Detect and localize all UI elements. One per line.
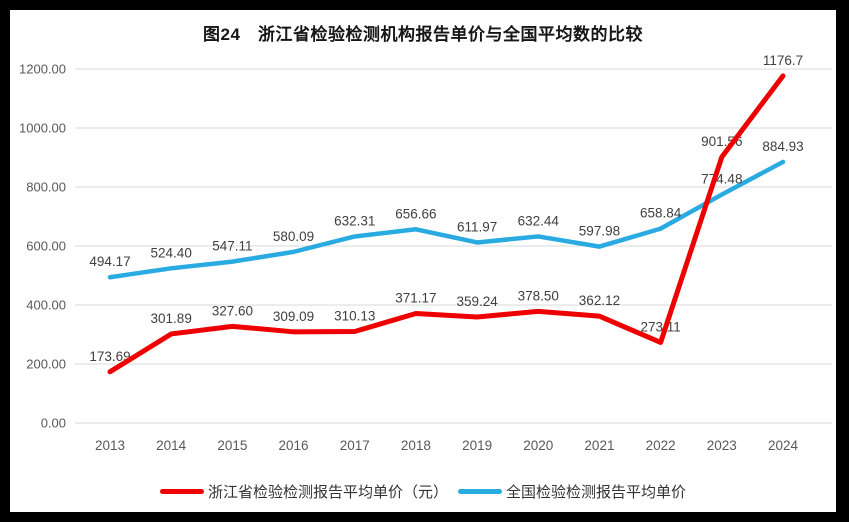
y-axis-tick-label: 400.00 xyxy=(26,298,66,313)
x-axis-tick-label: 2020 xyxy=(523,438,553,453)
national-data-label: 632.31 xyxy=(334,213,375,228)
x-axis-tick-label: 2017 xyxy=(340,438,370,453)
national-data-label: 547.11 xyxy=(212,239,252,254)
x-axis-tick-label: 2019 xyxy=(462,438,492,453)
y-axis-tick-label: 0.00 xyxy=(41,416,66,431)
national-data-label: 884.93 xyxy=(762,139,803,154)
zhejiang-data-label: 359.24 xyxy=(456,294,498,309)
national-data-label: 656.66 xyxy=(395,206,436,221)
zhejiang-data-label: 378.50 xyxy=(518,288,559,303)
zhejiang-data-label: 1176.7 xyxy=(763,53,803,68)
national-data-label: 774.48 xyxy=(701,172,742,187)
y-axis-tick-label: 1200.00 xyxy=(19,62,66,77)
national-data-label: 524.40 xyxy=(151,245,192,260)
y-axis-tick-label: 200.00 xyxy=(26,357,66,372)
x-axis-tick-label: 2016 xyxy=(279,438,309,453)
zhejiang-data-label: 327.60 xyxy=(212,303,253,318)
line-chart-plot: 0.00 200.00 400.00 600.00 800.00 1000.00 1200.… xyxy=(19,53,832,453)
national-data-label: 494.17 xyxy=(89,254,130,269)
zhejiang-series-line xyxy=(107,73,786,375)
zhejiang-data-label: 309.09 xyxy=(273,309,314,324)
national-series-line xyxy=(107,159,786,280)
x-axis-tick-label: 2014 xyxy=(156,438,187,453)
legend-line-swatch-national xyxy=(458,489,502,494)
chart-legend: 浙江省检验检测报告平均单价（元） 全国检验检测报告平均单价 xyxy=(10,481,836,502)
x-axis-tick-label: 2013 xyxy=(95,438,125,453)
legend-label-national: 全国检验检测报告平均单价 xyxy=(506,484,687,501)
x-axis-tick-label: 2024 xyxy=(768,438,799,453)
zhejiang-data-label: 301.89 xyxy=(151,311,192,326)
legend-label-zhejiang: 浙江省检验检测报告平均单价（元） xyxy=(207,484,448,501)
zhejiang-data-label: 310.13 xyxy=(334,309,375,324)
x-axis-tick-label: 2015 xyxy=(217,438,247,453)
zhejiang-data-label: 273.11 xyxy=(640,319,680,334)
y-axis-tick-label: 1000.00 xyxy=(19,121,66,136)
national-data-label: 611.97 xyxy=(457,219,497,234)
x-axis-tick-label: 2018 xyxy=(401,438,431,453)
legend-item-national: 全国检验检测报告平均单价 xyxy=(458,481,686,502)
zhejiang-data-label: 371.17 xyxy=(395,291,436,306)
x-axis-tick-label: 2023 xyxy=(707,438,737,453)
y-axis-tick-label: 800.00 xyxy=(26,180,66,195)
zhejiang-data-label: 173.69 xyxy=(89,349,130,364)
y-axis-tick-label: 600.00 xyxy=(26,239,66,254)
zhejiang-data-label: 362.12 xyxy=(579,293,620,308)
national-data-label: 658.84 xyxy=(640,206,682,221)
chart-canvas: 图24 浙江省检验检测机构报告单价与全国平均数的比较 0.00 200.00 400… xyxy=(10,10,836,512)
chart-title: 图24 浙江省检验检测机构报告单价与全国平均数的比较 xyxy=(203,25,643,44)
x-axis-tick-label: 2022 xyxy=(646,438,676,453)
legend-line-swatch-zhejiang xyxy=(159,489,204,494)
x-axis-tick-label: 2021 xyxy=(584,438,614,453)
national-data-label: 580.09 xyxy=(273,229,314,244)
legend-item-zhejiang: 浙江省检验检测报告平均单价（元） xyxy=(159,481,448,502)
national-data-label: 597.98 xyxy=(579,224,620,239)
national-data-label: 632.44 xyxy=(518,213,560,228)
